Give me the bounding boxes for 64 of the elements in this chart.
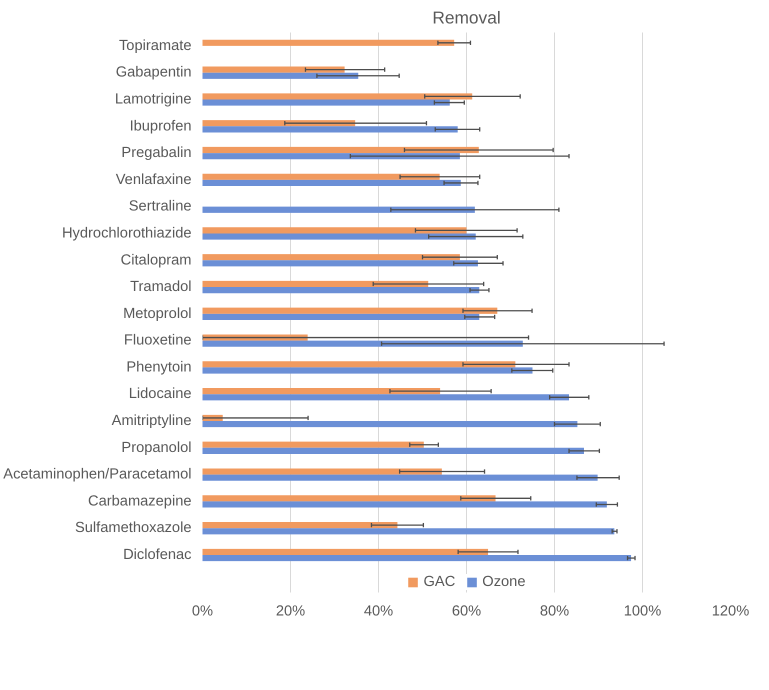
bar — [202, 280, 428, 288]
bar — [202, 206, 475, 213]
bar — [202, 227, 466, 234]
bar — [202, 93, 472, 100]
bar — [202, 72, 358, 79]
bar — [202, 174, 440, 180]
bar — [202, 367, 532, 374]
x-tick-label: 80% — [540, 604, 570, 620]
y-tick-label: Propanolol — [121, 440, 192, 456]
x-tick-label: 120% — [712, 604, 750, 620]
bar — [202, 308, 498, 314]
bar — [202, 146, 479, 154]
y-tick-label: Sertraline — [128, 198, 192, 215]
y-tick-label: Phenytoin — [126, 359, 192, 376]
bar — [202, 260, 478, 266]
bar — [202, 126, 458, 132]
bar — [202, 66, 345, 73]
bar — [202, 254, 460, 260]
y-tick-label: Carbamazepine — [88, 493, 192, 510]
y-tick-label: Lamotrigine — [114, 91, 192, 108]
y-tick-label: Venlafaxine — [116, 172, 192, 188]
x-tick-label: 0% — [192, 604, 214, 620]
bar — [202, 287, 480, 294]
bar — [202, 501, 607, 508]
y-tick-label: Hydrochlorothiazide — [62, 225, 192, 242]
bar — [202, 180, 461, 186]
y-tick-label: Acetaminophen/Paracetamol — [3, 466, 192, 483]
bar — [202, 468, 442, 475]
x-tick-label: 60% — [452, 604, 482, 620]
bar — [202, 495, 496, 502]
bar — [202, 474, 598, 481]
bar — [202, 442, 424, 448]
y-tick-label: Lidocaine — [128, 386, 192, 402]
x-tick-label: 100% — [624, 604, 662, 620]
bar — [202, 233, 476, 240]
y-tick-label: Amitriptyline — [112, 413, 192, 430]
chart-title: Removal — [432, 8, 501, 28]
bar — [202, 361, 516, 368]
y-tick-label: Ibuprofen — [130, 118, 192, 134]
bar — [202, 528, 614, 534]
y-tick-label: Diclofenac — [123, 546, 192, 563]
x-tick-label: 20% — [276, 604, 306, 620]
x-tick-label: 40% — [364, 604, 394, 620]
y-tick-label: Citalopram — [120, 252, 192, 268]
bar — [202, 394, 570, 400]
y-tick-label: Topiramate — [119, 38, 192, 54]
y-tick-label: Tramadol — [130, 279, 192, 296]
y-tick-label: Fluoxetine — [124, 332, 192, 349]
y-tick-label: Metoprolol — [123, 306, 192, 322]
bar — [202, 153, 460, 160]
bar — [202, 421, 578, 428]
bar — [202, 388, 440, 394]
bar — [202, 40, 454, 46]
bar — [202, 522, 398, 528]
legend-label: Ozone — [482, 574, 526, 590]
bar — [202, 99, 450, 106]
y-tick-label: Gabapentin — [116, 64, 192, 81]
y-tick-label: Sulfamethoxazole — [74, 520, 192, 536]
bar — [202, 314, 480, 320]
bar — [202, 448, 584, 454]
bar — [202, 548, 488, 555]
y-tick-label: Pregabalin — [121, 145, 192, 162]
bar — [202, 554, 632, 562]
legend-label: GAC — [424, 574, 456, 590]
